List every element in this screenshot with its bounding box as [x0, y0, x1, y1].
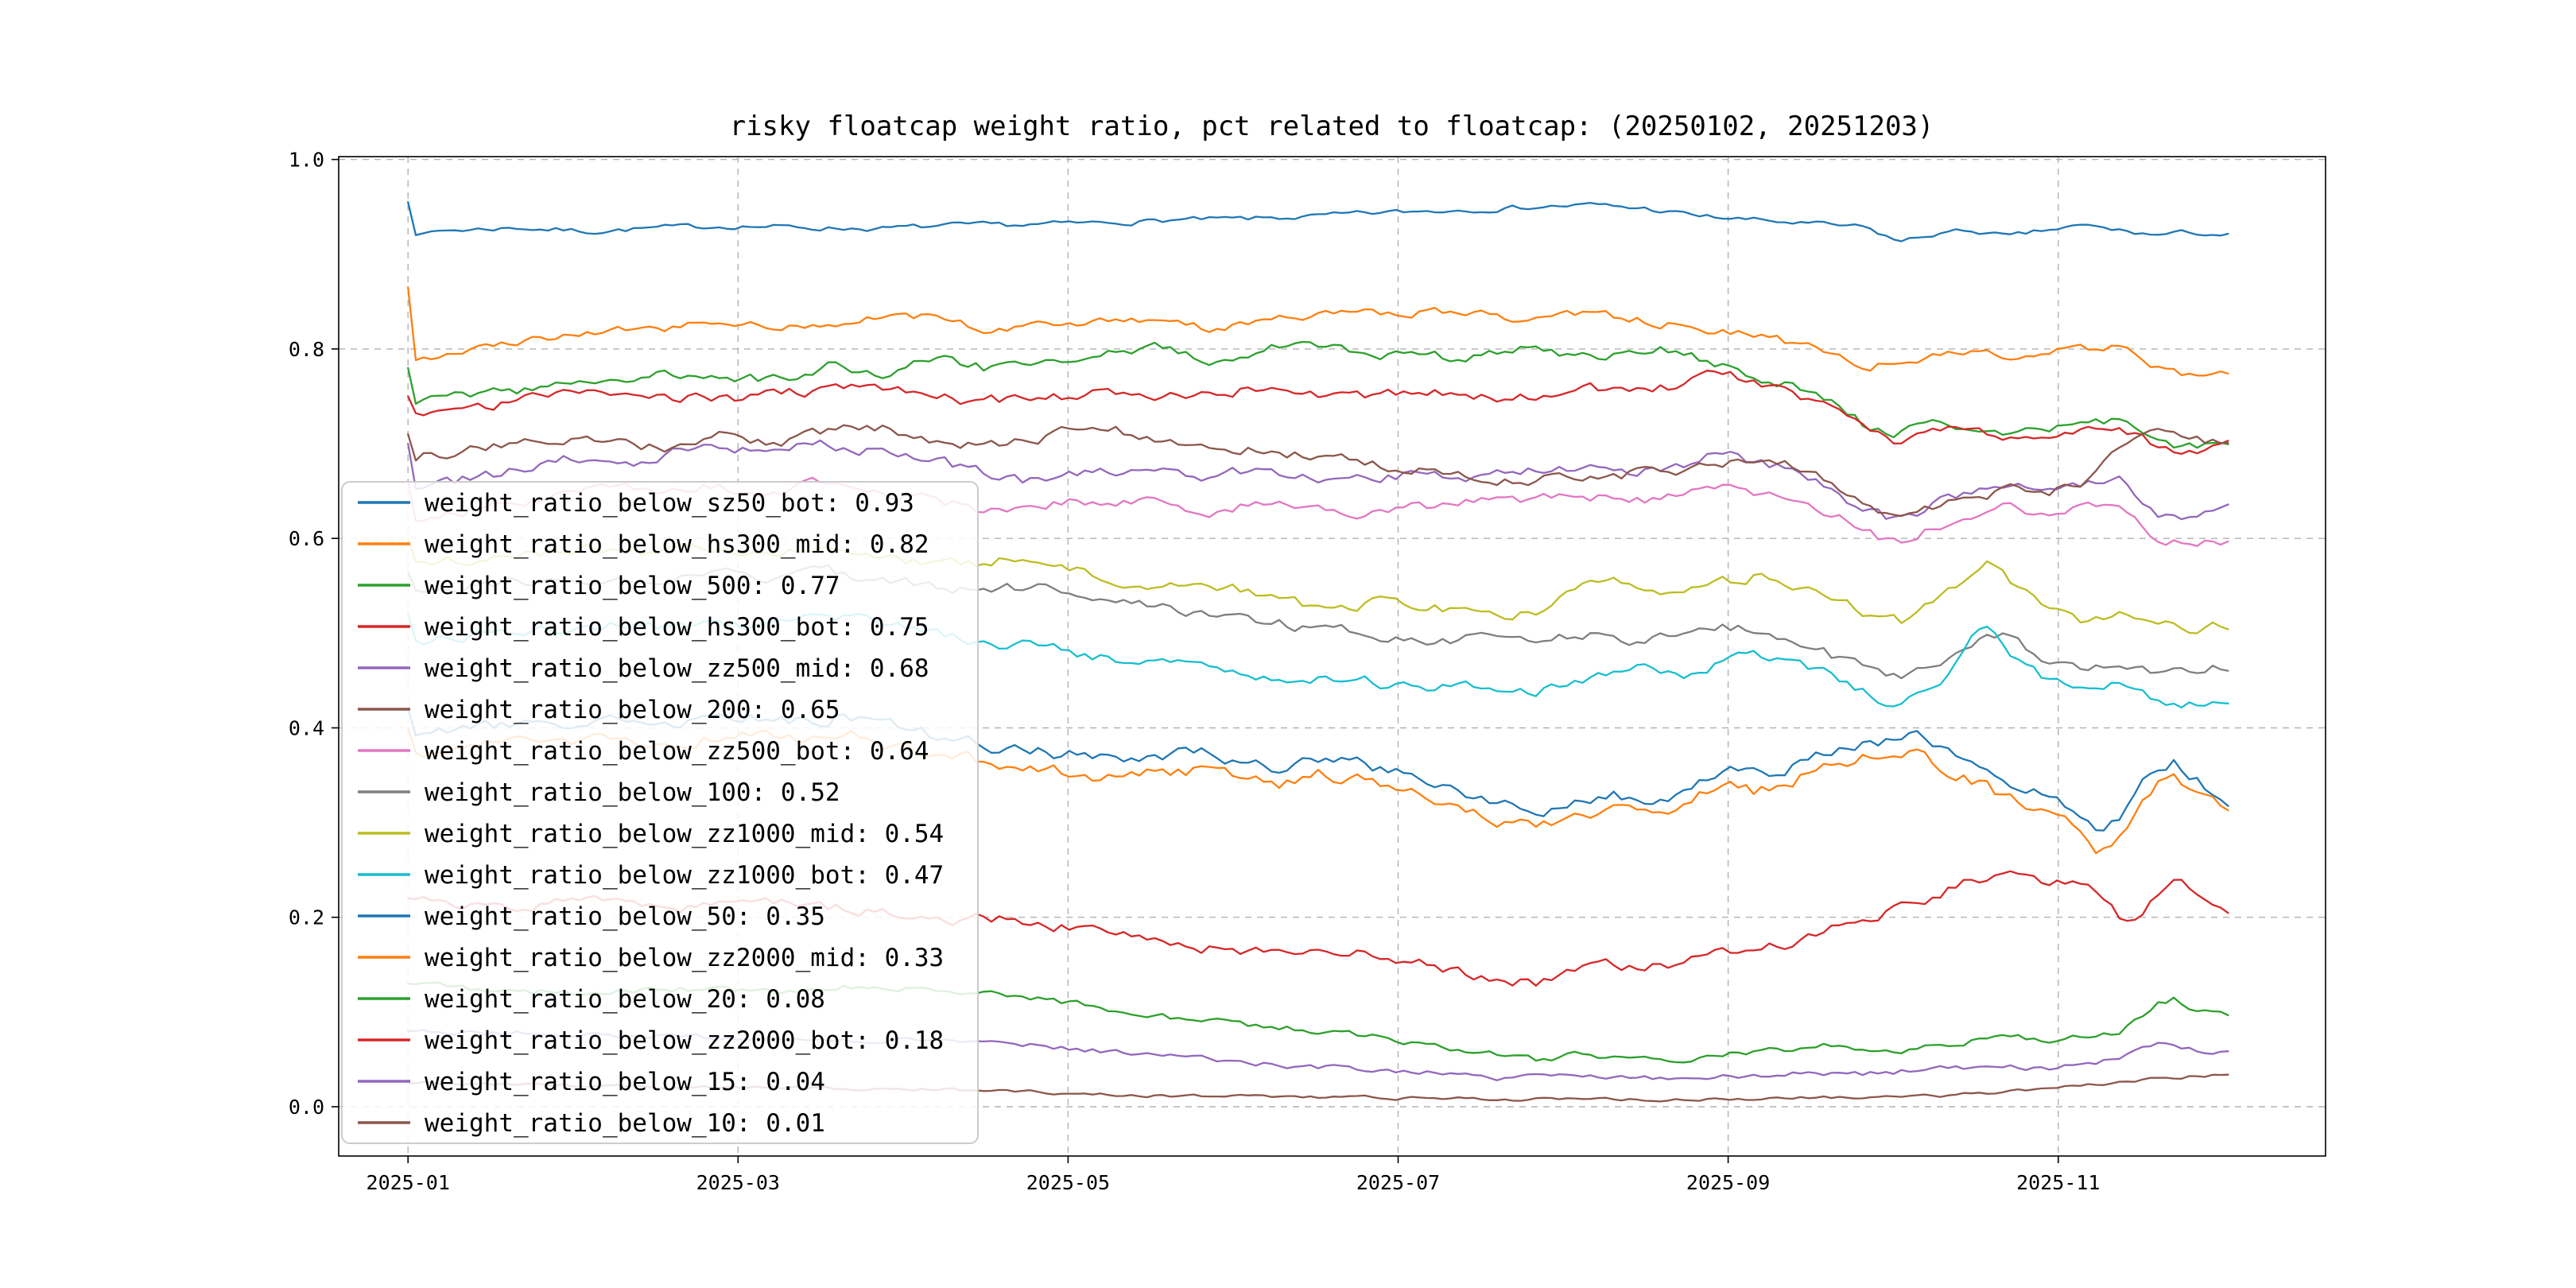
legend-item: weight_ratio_below_zz1000_mid: 0.54	[358, 820, 944, 848]
y-tick-label: 0.4	[289, 717, 324, 740]
y-tick-label: 0.8	[289, 338, 324, 361]
legend-label: weight_ratio_below_zz500_bot: 0.64	[425, 737, 929, 766]
legend-label: weight_ratio_below_500: 0.77	[425, 572, 840, 600]
x-tick-label: 2025-03	[696, 1171, 780, 1194]
legend-item: weight_ratio_below_sz50_bot: 0.93	[358, 489, 914, 518]
legend-item: weight_ratio_below_100: 0.52	[358, 778, 840, 807]
axes-frame	[338, 156, 2326, 1157]
series-line-weight_ratio_below_200	[407, 424, 2229, 518]
legend-label: weight_ratio_below_hs300_bot: 0.75	[425, 613, 929, 642]
x-tick-label: 2025-09	[1686, 1171, 1770, 1194]
legend-label: weight_ratio_below_zz1000_mid: 0.54	[425, 820, 944, 848]
legend-box	[341, 481, 979, 1144]
legend-label: weight_ratio_below_zz500_mid: 0.68	[425, 654, 929, 683]
y-tick-label: 0.2	[289, 906, 324, 929]
legend-item: weight_ratio_below_500: 0.77	[358, 572, 840, 600]
y-tick-label: 0.6	[289, 527, 324, 550]
legend-label: weight_ratio_below_sz50_bot: 0.93	[425, 489, 914, 518]
x-tick-label: 2025-01	[367, 1171, 450, 1194]
legend-label: weight_ratio_below_10: 0.01	[425, 1109, 825, 1138]
x-tick-label: 2025-11	[2016, 1171, 2100, 1194]
series-line-weight_ratio_below_hs300_bot	[407, 370, 2229, 456]
legend-item: weight_ratio_below_200: 0.65	[358, 696, 840, 724]
legend-label: weight_ratio_below_50: 0.35	[425, 902, 825, 931]
y-tick-label: 0.0	[289, 1096, 324, 1119]
y-tick-label: 1.0	[289, 149, 324, 172]
legend-label: weight_ratio_below_hs300_mid: 0.82	[425, 530, 929, 559]
axis-ticks: 2025-01 2025-03 2025-05 2025-07 2025-09 2025-…	[289, 149, 2101, 1194]
legend-item: weight_ratio_below_50: 0.35	[358, 902, 825, 931]
legend-label: weight_ratio_below_100: 0.52	[425, 778, 840, 807]
legend-item: weight_ratio_below_zz500_mid: 0.68	[358, 654, 929, 683]
legend-label: weight_ratio_below_zz2000_mid: 0.33	[425, 944, 944, 972]
legend-label: weight_ratio_below_zz1000_bot: 0.47	[425, 861, 944, 890]
legend: weight_ratio_below_sz50_bot: 0.93 weight_…	[341, 481, 979, 1144]
series-line-weight_ratio_below_500	[407, 340, 2229, 449]
legend-item: weight_ratio_below_hs300_bot: 0.75	[358, 613, 929, 642]
legend-item: weight_ratio_below_zz2000_bot: 0.18	[358, 1026, 944, 1055]
chart-title: risky floatcap weight ratio, pct related…	[730, 111, 1934, 142]
legend-item: weight_ratio_below_zz500_bot: 0.64	[358, 737, 929, 766]
series-line-weight_ratio_below_zz500_mid	[407, 439, 2229, 521]
x-tick-label: 2025-05	[1026, 1171, 1110, 1194]
x-tick-label: 2025-07	[1356, 1171, 1440, 1194]
series-line-weight_ratio_below_sz50_bot	[407, 201, 2229, 242]
legend-item: weight_ratio_below_hs300_mid: 0.82	[358, 530, 929, 559]
legend-label: weight_ratio_below_200: 0.65	[425, 696, 840, 724]
legend-label: weight_ratio_below_zz2000_bot: 0.18	[425, 1026, 944, 1055]
legend-item: weight_ratio_below_10: 0.01	[358, 1109, 825, 1138]
legend-item: weight_ratio_below_zz1000_bot: 0.47	[358, 861, 944, 890]
legend-label: weight_ratio_below_20: 0.08	[425, 985, 825, 1014]
legend-item: weight_ratio_below_15: 0.04	[358, 1068, 825, 1096]
series-line-weight_ratio_below_hs300_mid	[407, 286, 2229, 377]
legend-item: weight_ratio_below_zz2000_mid: 0.33	[358, 944, 944, 972]
legend-item: weight_ratio_below_20: 0.08	[358, 985, 825, 1014]
grid-lines	[339, 157, 2326, 1156]
legend-label: weight_ratio_below_15: 0.04	[425, 1068, 825, 1096]
plot-frame	[338, 156, 2326, 1157]
